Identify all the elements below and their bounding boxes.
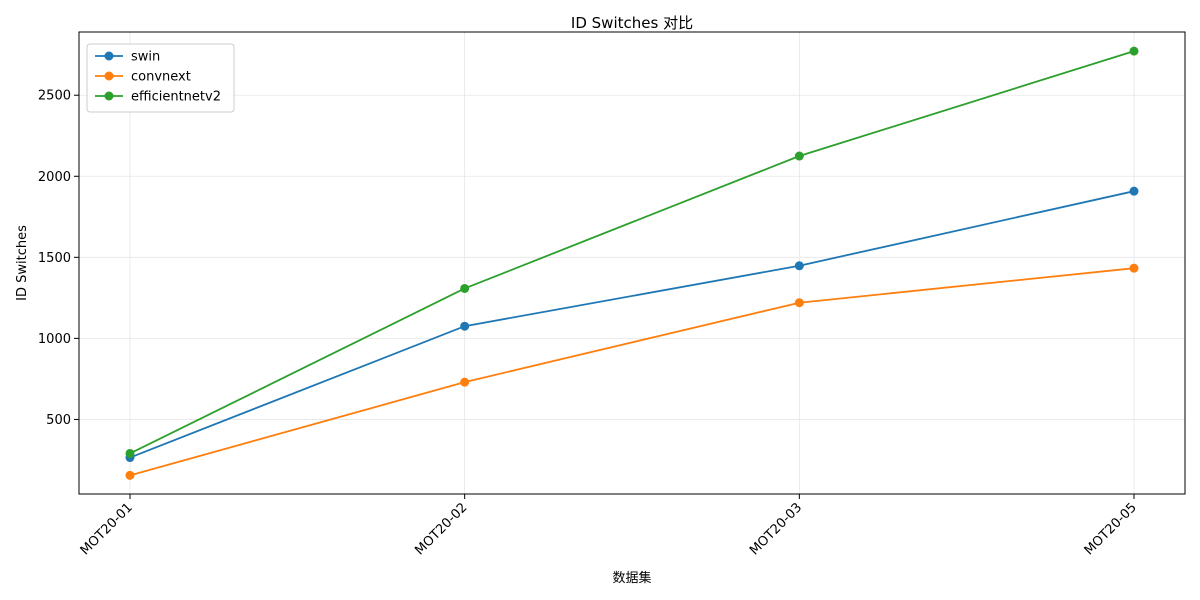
series-line-efficientnetv2 bbox=[129, 50, 1135, 455]
data-point-efficientnetv2 bbox=[794, 151, 804, 161]
series-line-swin bbox=[129, 190, 1135, 459]
y-tick-label: 500 bbox=[46, 413, 71, 428]
data-point-convnext bbox=[794, 298, 804, 308]
legend-label: efficientnetv2 bbox=[131, 90, 221, 105]
data-point-convnext bbox=[460, 377, 470, 387]
data-point-convnext bbox=[125, 470, 135, 480]
series-convnext bbox=[125, 263, 1139, 480]
y-tick-label: 2500 bbox=[38, 89, 71, 104]
data-point-efficientnetv2 bbox=[460, 283, 470, 293]
legend-marker bbox=[104, 91, 114, 101]
y-tick-label: 1500 bbox=[38, 251, 71, 266]
legend-item-swin: swin bbox=[95, 50, 160, 65]
data-point-convnext bbox=[1129, 263, 1139, 273]
data-point-efficientnetv2 bbox=[125, 448, 135, 458]
legend-box bbox=[86, 43, 235, 113]
legend-marker bbox=[104, 51, 114, 61]
plot-frame bbox=[78, 31, 1186, 495]
data-point-swin bbox=[794, 261, 804, 271]
y-tick-label: 2000 bbox=[38, 170, 71, 185]
legend-item-convnext: convnext bbox=[95, 70, 191, 85]
data-point-swin bbox=[1129, 186, 1139, 196]
legend-label: convnext bbox=[131, 70, 191, 85]
data-point-swin bbox=[460, 321, 470, 331]
chart-title: ID Switches 对比 bbox=[571, 14, 693, 32]
y-tick-label: 1000 bbox=[38, 332, 71, 347]
data-point-efficientnetv2 bbox=[1129, 46, 1139, 56]
legend-item-efficientnetv2: efficientnetv2 bbox=[95, 90, 221, 105]
x-axis-label: 数据集 bbox=[612, 570, 651, 586]
legend-marker bbox=[104, 71, 114, 81]
series-group bbox=[125, 46, 1139, 480]
legend-label: swin bbox=[131, 50, 160, 65]
y-axis-label: ID Switches bbox=[15, 225, 30, 301]
legend: swin convnext efficientnetv2 bbox=[86, 43, 235, 113]
series-line-convnext bbox=[129, 267, 1135, 477]
series-efficientnetv2 bbox=[125, 46, 1139, 458]
